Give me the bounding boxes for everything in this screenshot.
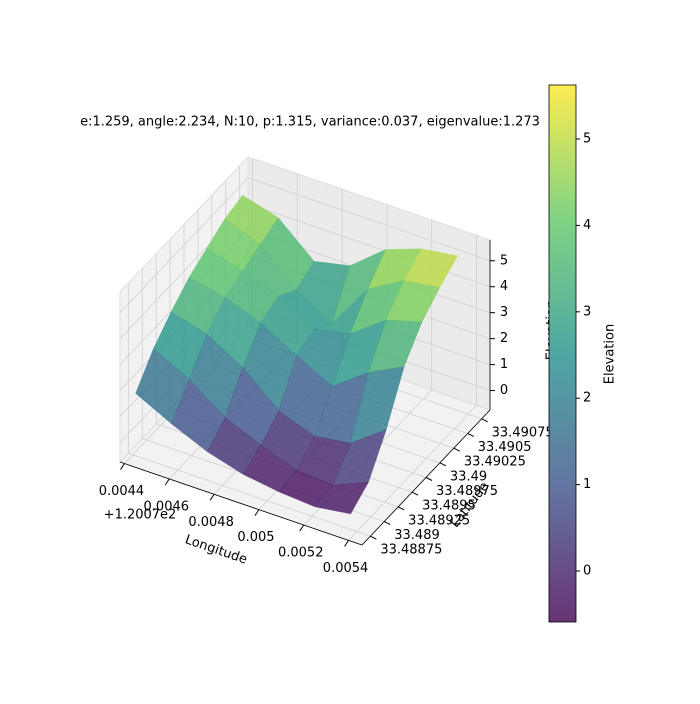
x-tick [344, 540, 349, 547]
colorbar-label: Elevation [603, 324, 618, 384]
colorbar-tick-label: 4 [583, 218, 591, 233]
colorbar-tick-label: 0 [583, 564, 591, 579]
y-tick [384, 521, 391, 525]
x-tick [120, 463, 125, 470]
x-offset-text: +1.2007e2 [104, 508, 177, 523]
grid-line [119, 177, 249, 314]
x-tick [254, 509, 260, 516]
axis-line [119, 461, 363, 546]
z-tick-label: 2 [500, 331, 508, 346]
axis-line [361, 409, 491, 546]
z-tick-label: 3 [500, 305, 508, 320]
y-tick-label: 33.48975 [436, 484, 498, 499]
colorbar: 0 1 2 3 4 5 Elevation [548, 84, 618, 623]
x-tick [164, 478, 170, 486]
x-tick-label: 0.0048 [188, 515, 234, 530]
x-tick-label: 0.0044 [99, 484, 145, 499]
y-tick [411, 491, 419, 496]
y-tick-label: 33.48925 [408, 513, 470, 528]
z-tick-label: 1 [500, 357, 508, 372]
chart-title: e:1.259, angle:2.234, N:10, p:1.315, var… [80, 115, 540, 130]
grid-line [128, 452, 371, 537]
y-tick [467, 433, 474, 437]
x-tick [299, 524, 305, 532]
colorbar-tick-label: 2 [583, 391, 591, 406]
y-tick-label: 33.4895 [422, 499, 476, 514]
y-tick-label: 33.4905 [478, 440, 532, 455]
x-tick-label: 0.0046 [144, 499, 190, 514]
x-tick-label: 0.0054 [323, 561, 369, 576]
y-tick-label: 33.49025 [464, 455, 526, 470]
grid-line [247, 203, 491, 288]
x-tick-label: 0.005 [237, 530, 274, 545]
y-tick [439, 462, 447, 467]
y-tick-label: 33.489 [394, 528, 440, 543]
y-tick-label: 33.49 [450, 469, 487, 484]
y-tick-label: 33.48875 [380, 543, 442, 558]
x-tick [209, 494, 215, 501]
z-tick-label: 5 [500, 253, 508, 268]
grid-line [247, 177, 491, 262]
colorbar-tick-label: 3 [583, 304, 591, 319]
surface [135, 194, 458, 515]
y-tick-label: 33.49075 [492, 425, 554, 440]
y-tick [425, 477, 433, 481]
y-tick [397, 506, 405, 511]
surface-patch [314, 481, 369, 515]
colorbar-tick-label: 1 [583, 477, 591, 492]
z-tick-label: 4 [500, 279, 508, 294]
y-tick [370, 535, 377, 540]
colorbar-gradient [548, 84, 577, 623]
colorbar-tick-label: 5 [583, 132, 591, 147]
y-tick [481, 418, 488, 423]
y-tick [453, 447, 461, 452]
x-tick-label: 0.0052 [278, 546, 324, 561]
z-tick-label: 0 [500, 383, 508, 398]
